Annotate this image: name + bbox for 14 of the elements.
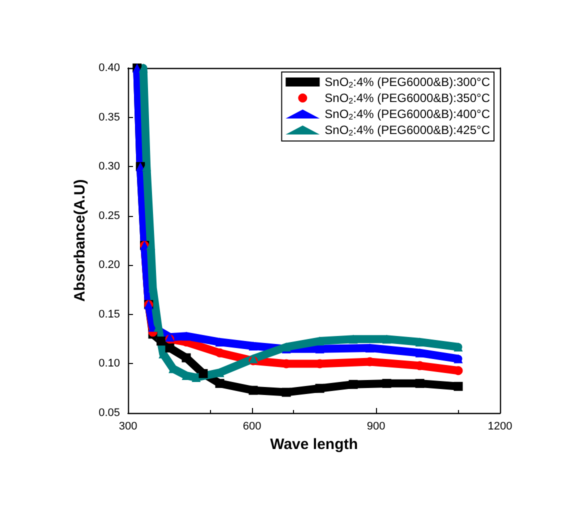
y-axis-title: Absorbance(A.U) — [72, 179, 89, 302]
y-tick-label: 0.20 — [98, 259, 120, 272]
x-tick-label: 1200 — [488, 420, 512, 432]
x-axis-title: Wave length — [270, 436, 358, 453]
x-tick-label: 600 — [242, 420, 262, 432]
x-tick-label: 300 — [118, 420, 138, 432]
y-tick-label: 0.35 — [98, 111, 120, 124]
x-tick-label: 900 — [366, 420, 386, 432]
y-tick-label: 0.10 — [98, 358, 120, 370]
y-tick-label: 0.30 — [98, 160, 120, 173]
y-tick-label: 0.05 — [98, 407, 120, 419]
y-tick-label: 0.25 — [98, 210, 120, 222]
y-tick-label: 0.15 — [98, 308, 120, 320]
y-tick-label: 0.40 — [98, 62, 120, 74]
